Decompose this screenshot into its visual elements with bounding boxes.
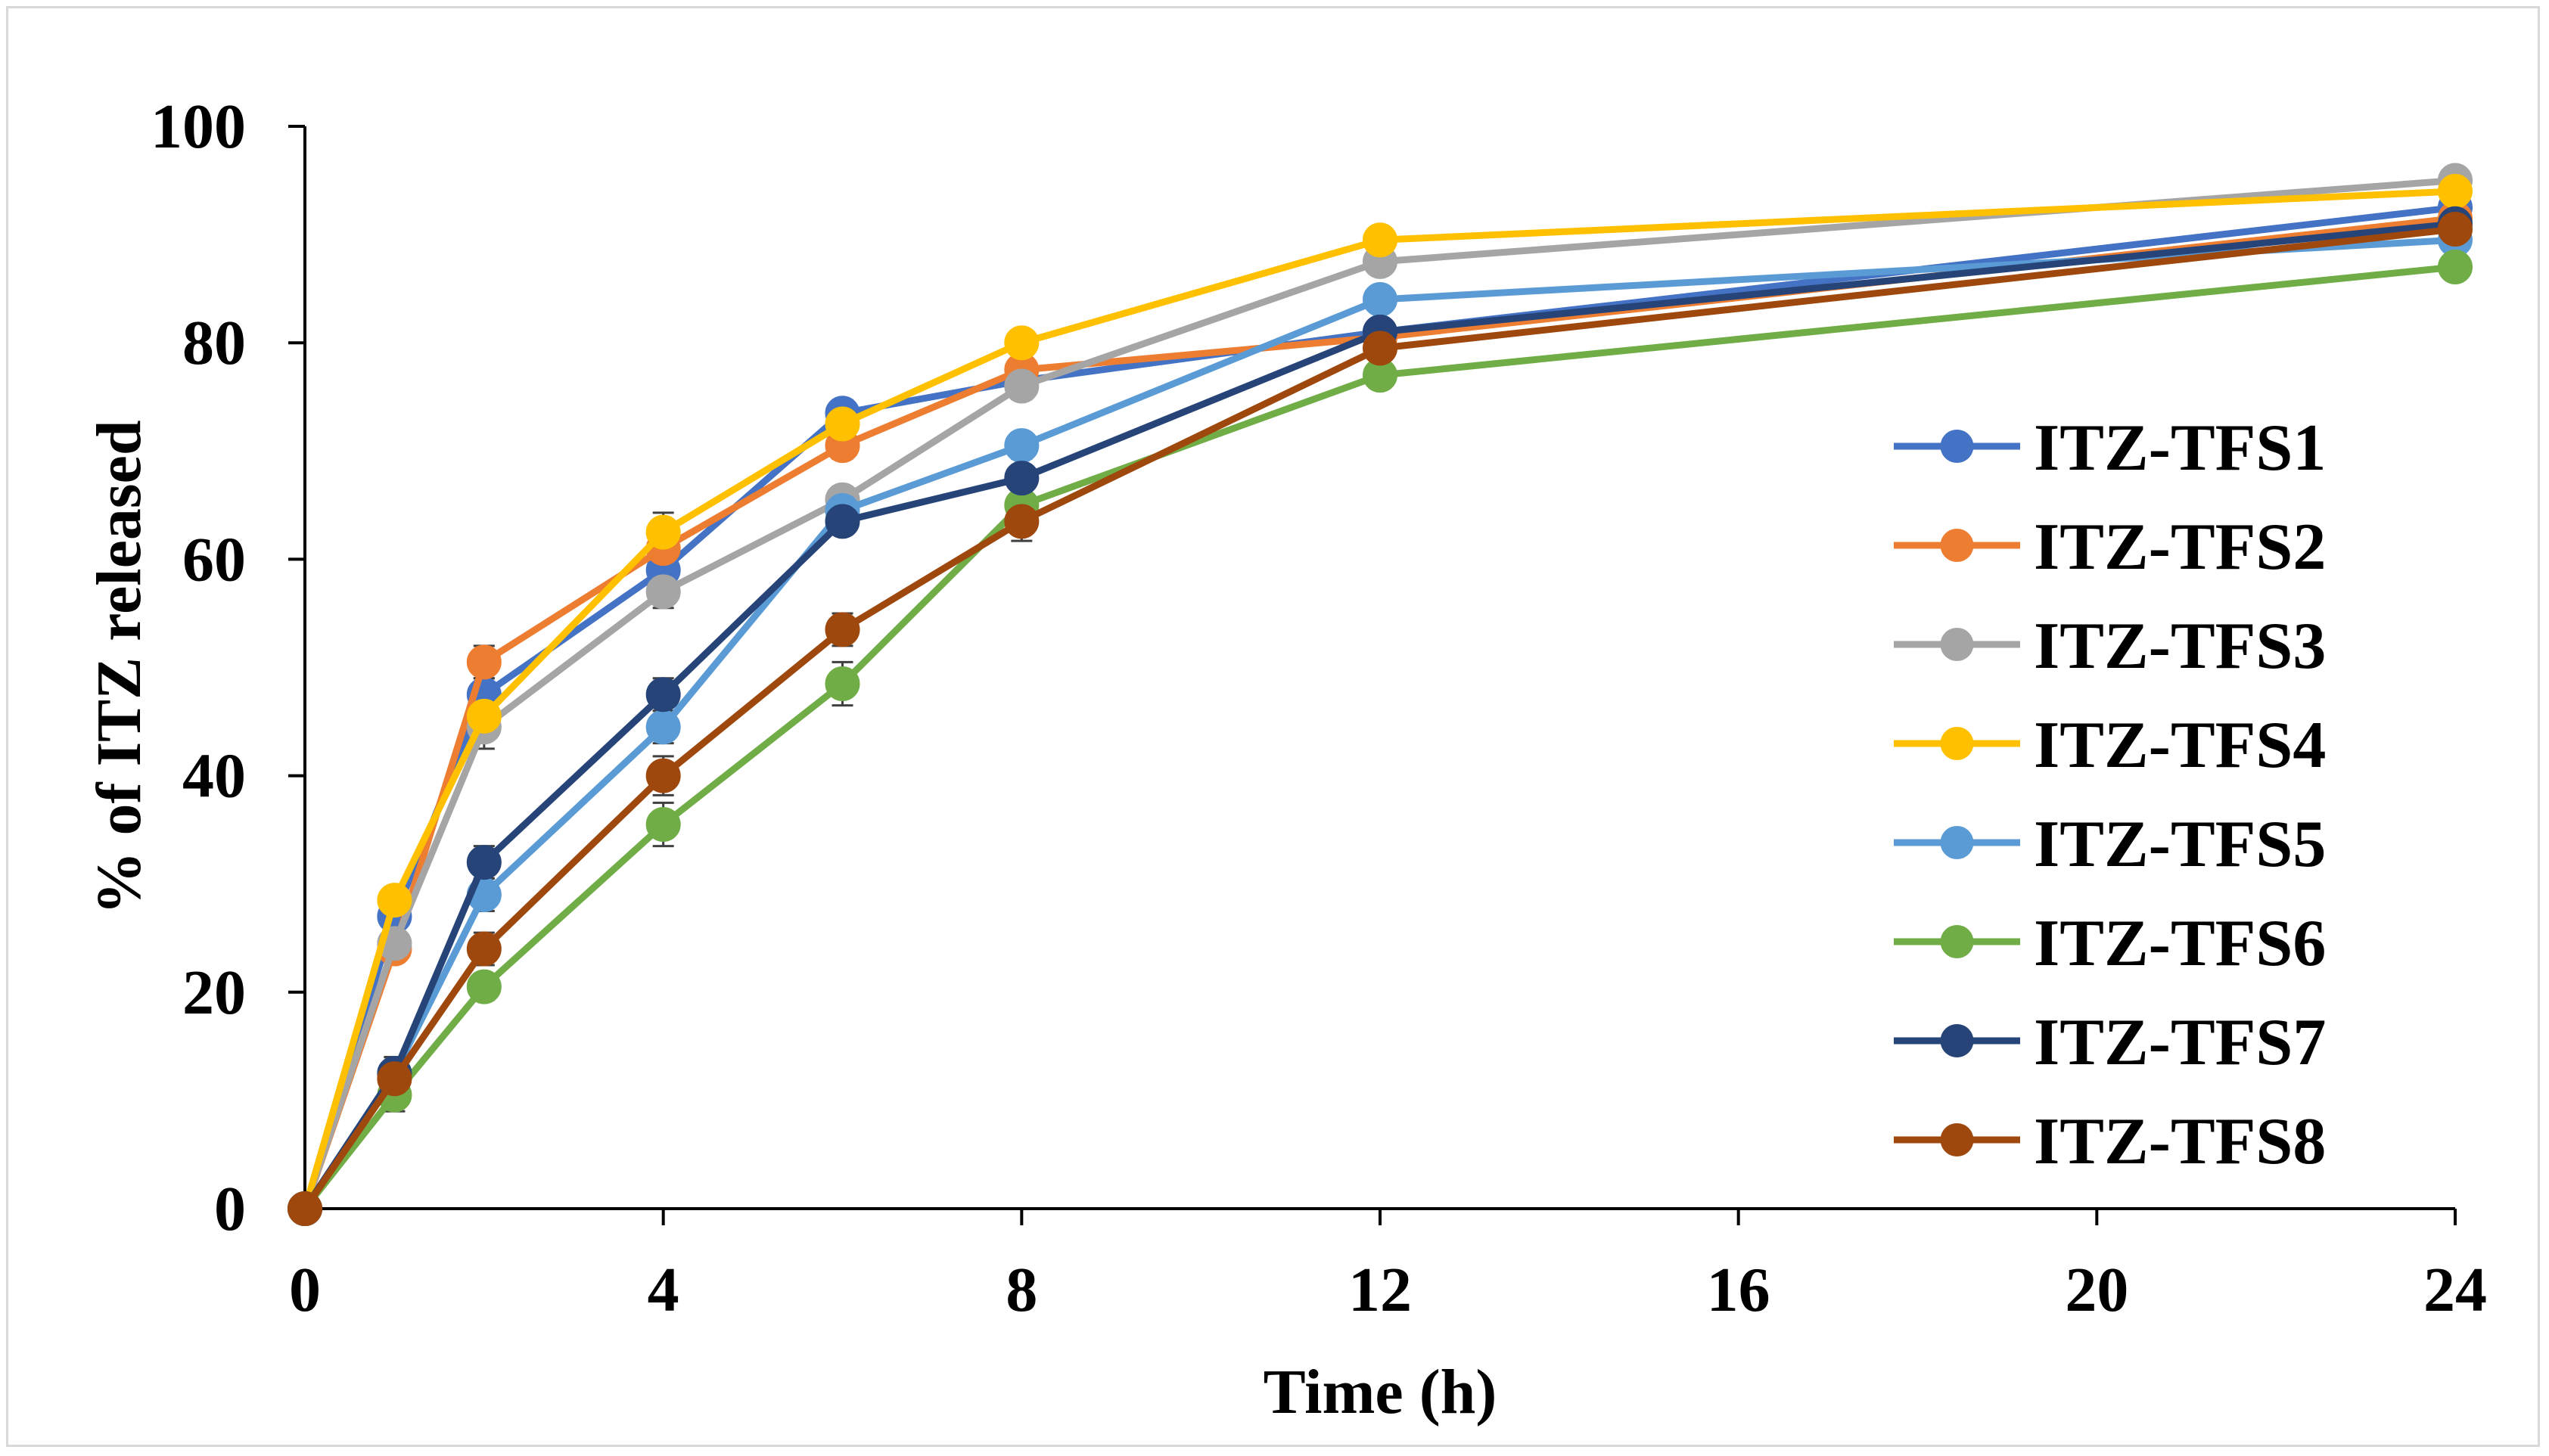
y-tick-label: 80: [182, 308, 246, 378]
data-point-itz-tfs4: [466, 698, 502, 734]
legend-marker-itz-tfs6: [1940, 925, 1974, 958]
legend-marker-itz-tfs1: [1940, 430, 1974, 463]
data-point-itz-tfs7: [825, 504, 860, 539]
x-tick-label: 4: [648, 1255, 679, 1325]
legend-label-itz-tfs1: ITZ-TFS1: [2034, 411, 2326, 485]
data-point-itz-tfs7: [466, 845, 502, 880]
legend-label-itz-tfs7: ITZ-TFS7: [2034, 1006, 2326, 1079]
data-point-itz-tfs4: [825, 406, 860, 442]
data-point-itz-tfs4: [2438, 173, 2473, 209]
data-point-itz-tfs8: [1363, 331, 1397, 366]
series-group: [288, 163, 2473, 1226]
data-point-itz-tfs5: [1363, 281, 1397, 317]
data-point-itz-tfs6: [466, 969, 502, 1004]
y-tick-label: 100: [151, 92, 246, 162]
axes: 0 20 40 60 80 100 0 4 8 12 16 20 24 Time (h) % of ITZ …: [84, 92, 2487, 1427]
data-point-itz-tfs8: [825, 612, 860, 647]
data-point-itz-tfs4: [1363, 222, 1397, 258]
legend-label-itz-tfs3: ITZ-TFS3: [2034, 610, 2326, 683]
x-tick-label: 12: [1348, 1255, 1412, 1325]
legend-marker-itz-tfs7: [1940, 1024, 1974, 1057]
data-point-itz-tfs6: [645, 806, 681, 842]
series-line-itz-tfs8: [302, 225, 2456, 1211]
data-point-itz-tfs4: [645, 514, 681, 550]
y-axis-title: % of ITZ released: [84, 420, 154, 914]
data-point-itz-tfs5: [645, 709, 681, 745]
y-tick-label: 40: [182, 741, 246, 812]
series-line-itz-tfs7: [302, 220, 2456, 1211]
data-point-itz-tfs8: [2438, 211, 2473, 247]
y-tick-label: 20: [182, 958, 246, 1028]
data-point-itz-tfs4: [1004, 325, 1040, 361]
y-tick-label: 0: [214, 1174, 246, 1244]
legend-label-itz-tfs8: ITZ-TFS8: [2034, 1105, 2326, 1178]
data-point-itz-tfs5: [1004, 428, 1040, 464]
x-tick-label: 0: [289, 1255, 321, 1325]
legend-label-itz-tfs2: ITZ-TFS2: [2034, 511, 2326, 584]
legend-marker-itz-tfs3: [1940, 628, 1974, 661]
data-point-itz-tfs2: [466, 644, 502, 680]
data-point-itz-tfs8: [645, 758, 681, 793]
legend-marker-itz-tfs5: [1940, 826, 1974, 859]
x-axis-title: Time (h): [1264, 1357, 1497, 1427]
series-line-itz-tfs4: [301, 188, 2456, 1210]
data-point-itz-tfs8: [466, 931, 502, 967]
data-point-itz-tfs6: [2438, 250, 2473, 285]
data-point-itz-tfs3: [1004, 368, 1040, 404]
data-point-itz-tfs8: [288, 1191, 322, 1226]
x-tick-label: 16: [1707, 1255, 1770, 1325]
data-point-itz-tfs4: [377, 883, 412, 918]
legend: ITZ-TFS1 ITZ-TFS2 ITZ-TFS3 ITZ-TFS4 ITZ-TFS5…: [1894, 411, 2326, 1178]
legend-label-itz-tfs5: ITZ-TFS5: [2034, 808, 2326, 881]
legend-marker-itz-tfs4: [1940, 727, 1974, 760]
x-tick-label: 20: [2065, 1255, 2128, 1325]
x-tick-label: 24: [2423, 1255, 2487, 1325]
data-point-itz-tfs8: [1004, 504, 1040, 539]
data-point-itz-tfs6: [825, 666, 860, 701]
legend-marker-itz-tfs8: [1940, 1123, 1974, 1156]
legend-label-itz-tfs6: ITZ-TFS6: [2034, 907, 2326, 980]
data-point-itz-tfs7: [1004, 461, 1040, 496]
data-point-itz-tfs8: [377, 1061, 412, 1097]
legend-marker-itz-tfs2: [1940, 529, 1974, 562]
data-point-itz-tfs7: [645, 677, 681, 712]
legend-label-itz-tfs4: ITZ-TFS4: [2034, 709, 2326, 782]
x-tick-label: 8: [1006, 1255, 1037, 1325]
data-point-itz-tfs3: [645, 574, 681, 610]
y-tick-label: 60: [182, 524, 246, 595]
